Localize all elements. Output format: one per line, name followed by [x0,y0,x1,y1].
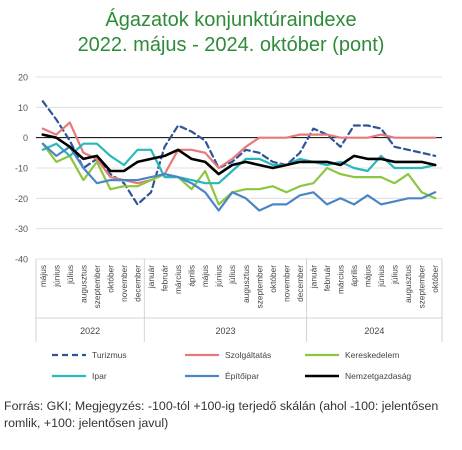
y-tick-label: 20 [18,73,28,83]
x-tick-label: január [308,265,318,289]
chart-title: Ágazatok konjunktúraindexe [105,9,357,31]
series-line-5 [41,133,437,176]
x-tick-label: június [376,265,386,288]
x-tick-label: február [322,265,332,292]
x-tick-label: július [390,265,400,285]
y-tick-label: -10 [15,164,28,174]
x-tick-label: június [51,265,61,288]
x-tick-label: május [200,265,210,287]
y-tick-label: -30 [15,224,28,234]
x-tick-label: június [214,265,224,288]
x-tick-label: március [336,265,346,294]
legend-label-5: Nemzetgazdaság [345,371,411,381]
x-tick-label: november [119,265,129,302]
x-tick-label: május [38,265,48,287]
legend-label-3: Ipar [92,371,107,381]
x-tick-label: augusztus [78,265,88,303]
x-tick-label: április [349,265,359,287]
x-tick-label: március [173,265,183,294]
series-line-3 [41,142,437,185]
x-tick-label: augusztus [241,265,251,303]
legend-label-4: Építőipar [225,371,259,381]
chart-subtitle: 2022. május - 2024. október (pont) [77,34,385,56]
source-note: Forrás: GKI; Megjegyzés: -100-tól +100-i… [4,399,439,430]
legend-label-0: Turizmus [92,350,127,360]
series-line-4 [41,142,437,212]
y-tick-label: 10 [18,103,28,113]
x-tick-label: október [105,265,115,293]
x-tick-label: október [430,265,440,293]
legend-label-2: Kereskedelem [345,350,399,360]
y-tick-label: -40 [15,255,28,265]
year-label: 2022 [80,326,100,336]
x-tick-label: július [227,265,237,285]
legend-label-1: Szolgáltatás [225,350,271,360]
x-tick-label: január [146,265,156,289]
year-label: 2023 [215,326,235,336]
x-tick-label: szeptember [417,265,427,309]
x-tick-label: december [133,265,143,302]
x-tick-label: július [65,265,75,285]
y-tick-label: 0 [23,133,28,143]
year-label: 2024 [364,326,384,336]
series-line-0 [41,100,437,206]
y-tick-label: -20 [15,194,28,204]
series-line-1 [41,121,437,185]
x-tick-label: február [160,265,170,292]
x-tick-label: május [363,265,373,287]
x-tick-label: augusztus [403,265,413,303]
x-tick-label: december [295,265,305,302]
x-tick-label: szeptember [254,265,264,309]
x-tick-label: április [187,265,197,287]
x-tick-label: október [268,265,278,293]
series-line-2 [41,142,437,206]
x-tick-label: szeptember [92,265,102,309]
x-tick-label: november [281,265,291,302]
